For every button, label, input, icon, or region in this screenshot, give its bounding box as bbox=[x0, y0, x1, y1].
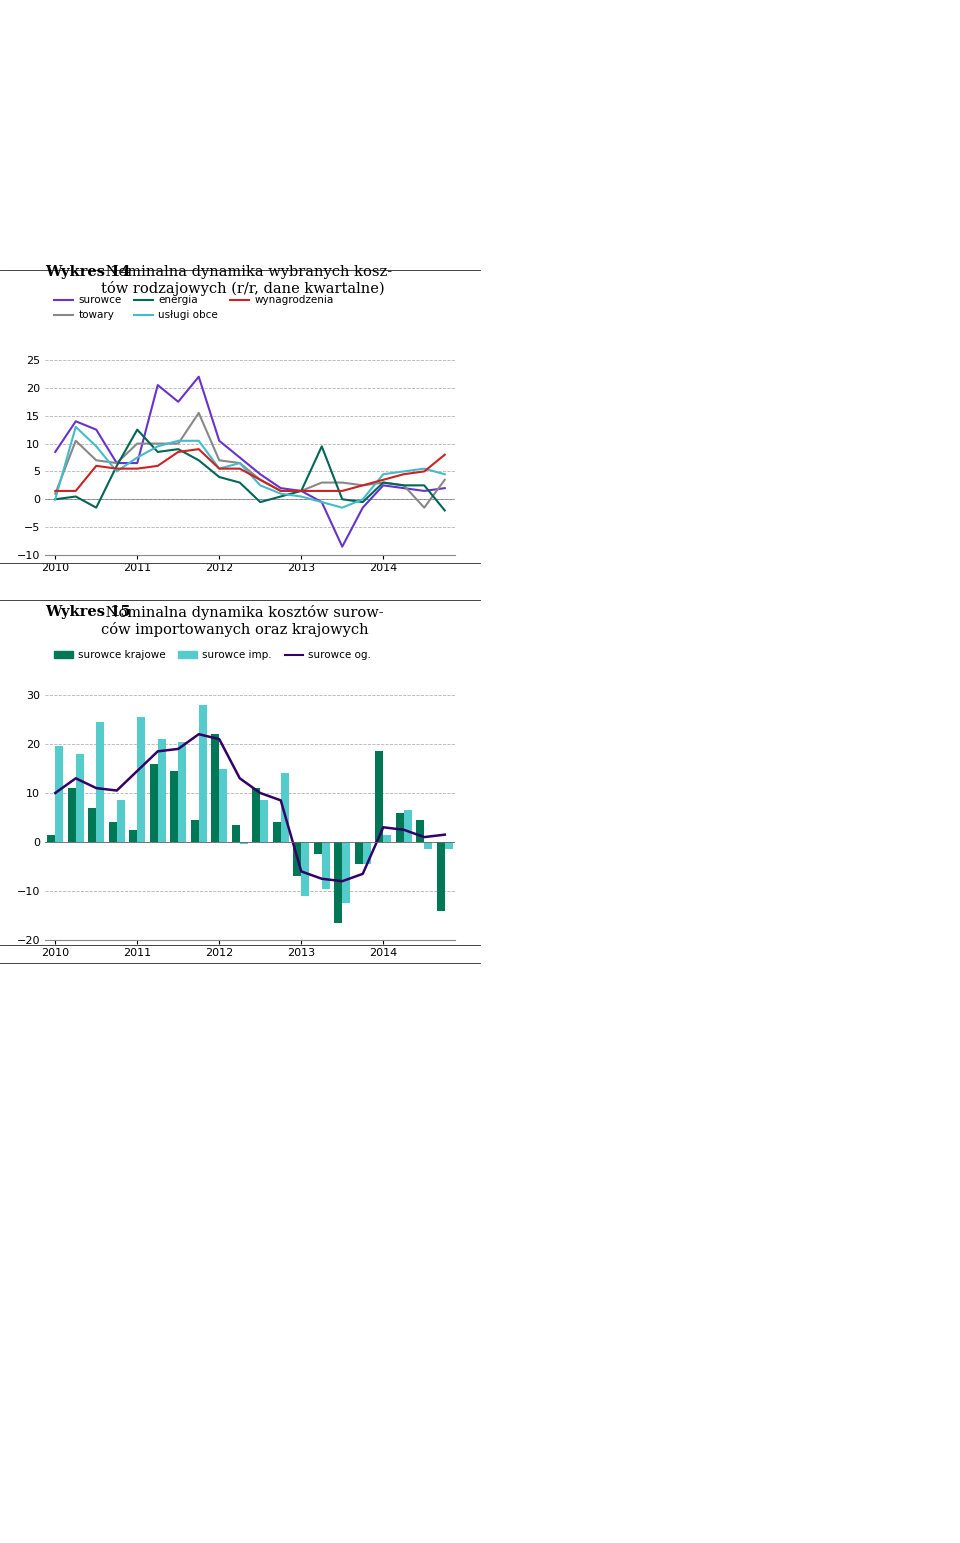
Bar bbox=[252, 788, 260, 842]
Bar bbox=[404, 810, 412, 842]
Bar bbox=[150, 764, 157, 842]
Bar bbox=[56, 747, 63, 842]
Bar bbox=[219, 768, 227, 842]
Bar bbox=[191, 819, 199, 842]
Bar bbox=[179, 742, 186, 842]
Text: Nominalna dynamika kosztów surow-
ców importowanych oraz krajowych: Nominalna dynamika kosztów surow- ców im… bbox=[101, 605, 384, 637]
Bar bbox=[232, 826, 240, 842]
Bar bbox=[117, 801, 125, 842]
Bar bbox=[211, 734, 219, 842]
Bar bbox=[280, 773, 289, 842]
Bar bbox=[199, 705, 206, 842]
Bar bbox=[444, 842, 452, 849]
Bar bbox=[76, 755, 84, 842]
Bar bbox=[88, 807, 96, 842]
Bar bbox=[314, 842, 322, 855]
Text: Wykres 15: Wykres 15 bbox=[45, 605, 131, 619]
Bar bbox=[343, 842, 350, 903]
Bar bbox=[383, 835, 391, 842]
Bar bbox=[301, 842, 309, 896]
Bar bbox=[137, 717, 145, 842]
Bar bbox=[130, 830, 137, 842]
Bar bbox=[260, 801, 268, 842]
Bar bbox=[294, 842, 301, 876]
Bar bbox=[363, 842, 371, 864]
Bar bbox=[355, 842, 363, 864]
Bar bbox=[396, 813, 404, 842]
Bar bbox=[240, 842, 248, 844]
Bar bbox=[437, 842, 444, 910]
Bar bbox=[157, 739, 165, 842]
Bar bbox=[375, 751, 383, 842]
Bar bbox=[171, 772, 179, 842]
Bar bbox=[68, 788, 76, 842]
Text: Nominalna dynamika wybranych kosz-
tów rodzajowych (r/r, dane kwartalne): Nominalna dynamika wybranych kosz- tów r… bbox=[101, 265, 392, 296]
Legend: surowce krajowe, surowce imp., surowce og.: surowce krajowe, surowce imp., surowce o… bbox=[50, 647, 375, 665]
Bar bbox=[109, 822, 117, 842]
Bar bbox=[96, 722, 104, 842]
Text: Wykres 14: Wykres 14 bbox=[45, 265, 131, 279]
Bar bbox=[47, 835, 56, 842]
Bar bbox=[273, 822, 280, 842]
Bar bbox=[334, 842, 343, 923]
Bar bbox=[417, 819, 424, 842]
Bar bbox=[424, 842, 432, 849]
Legend: surowce, towary, energia, usługi obce, wynagrodzenia: surowce, towary, energia, usługi obce, w… bbox=[50, 292, 338, 324]
Bar bbox=[322, 842, 329, 889]
